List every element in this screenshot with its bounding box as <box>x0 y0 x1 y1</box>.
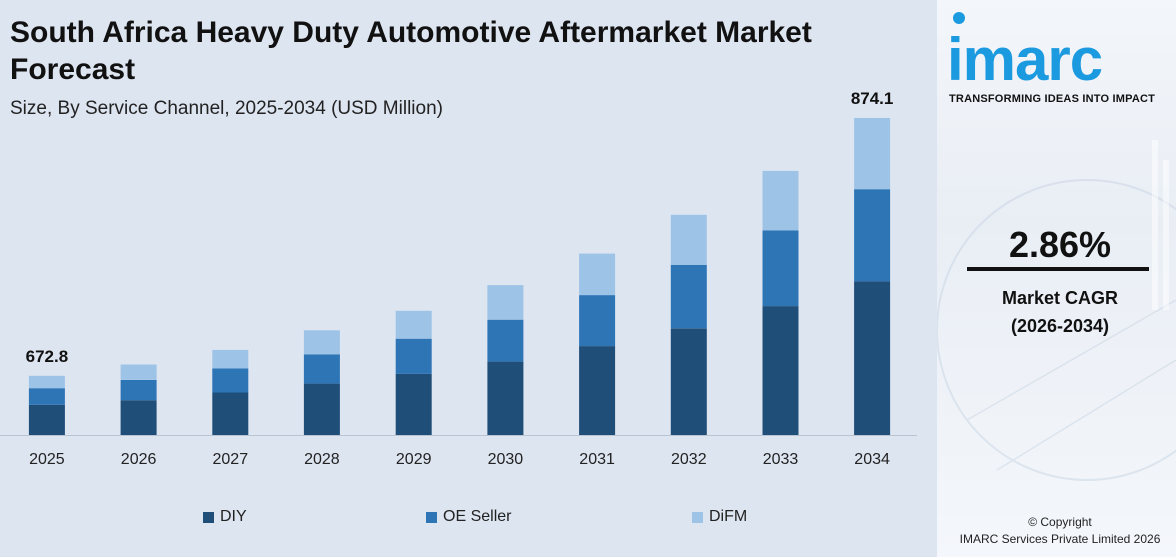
bar-2032-difm <box>670 214 707 265</box>
brand-sidebar: imarc TRANSFORMING IDEAS INTO IMPACT 2.8… <box>937 0 1176 557</box>
bar-2031-diy <box>579 346 616 435</box>
chart-panel: South Africa Heavy Duty Automotive After… <box>0 16 937 532</box>
x-tick-label: 2025 <box>29 451 65 468</box>
cagr-label-line2: (2026-2034) <box>1010 316 1110 336</box>
imarc-logo: imarc <box>947 26 1103 93</box>
copyright-line2: IMARC Services Private Limited 2026 <box>959 532 1161 546</box>
bar-2028-diy <box>303 383 340 435</box>
bar-2034-oe-seller <box>854 189 891 282</box>
bar-2027-difm <box>212 349 249 369</box>
legend-item-diy: DIY <box>203 508 247 526</box>
bar-2029-difm <box>395 310 432 339</box>
bar-2025-difm <box>28 375 65 389</box>
bar-2027-oe-seller <box>212 368 249 393</box>
bar-2034-diy <box>854 281 891 435</box>
bar-2031-oe-seller <box>579 295 616 347</box>
bar-2032-diy <box>670 328 707 435</box>
bar-2033-difm <box>762 170 799 231</box>
legend-swatch <box>203 511 214 523</box>
logo-tagline: TRANSFORMING IDEAS INTO IMPACT <box>949 93 1156 105</box>
legend-label: OE Seller <box>443 508 512 525</box>
cagr-label: Market CAGR (2026-2034) <box>937 284 1176 340</box>
x-tick-label: 2029 <box>396 451 432 468</box>
bar-2028-oe-seller <box>303 354 340 384</box>
bar-2027-diy <box>212 392 249 435</box>
legend-item-oe-seller: OE Seller <box>426 508 511 526</box>
bar-2026-diy <box>120 400 157 435</box>
stacked-bar-chart: 2025 672.8 2026 2027 2028 2029 2030 2031 2032 203… <box>0 89 917 468</box>
x-tick-label: 2028 <box>304 451 340 468</box>
bar-2029-diy <box>395 373 432 435</box>
cagr-label-line1: Market CAGR <box>1001 288 1119 308</box>
bar-2029-oe-seller <box>395 338 432 374</box>
bar-2031-difm <box>579 253 616 296</box>
legend-label: DIY <box>220 508 247 525</box>
chart-title: South Africa Heavy Duty Automotive After… <box>10 16 812 86</box>
bar-2030-difm <box>487 285 524 320</box>
chart-subtitle: Size, By Service Channel, 2025-2034 (USD… <box>10 98 443 119</box>
bar-2025-diy <box>28 404 65 435</box>
x-tick-label: 2030 <box>488 451 524 468</box>
x-tick-label: 2026 <box>121 451 157 468</box>
bar-2026-oe-seller <box>120 380 157 401</box>
cagr-divider <box>967 267 1149 271</box>
bar-2025-oe-seller <box>28 388 65 405</box>
chart-legend: DIY OE Seller DiFM <box>0 508 937 532</box>
bar-2033-diy <box>762 306 799 435</box>
x-tick-label: 2032 <box>671 451 707 468</box>
legend-swatch <box>692 511 703 523</box>
data-label-2034: 874.1 <box>851 89 894 108</box>
bar-2030-oe-seller <box>487 319 524 362</box>
bar-2033-oe-seller <box>762 230 799 307</box>
bar-2034-difm <box>854 118 891 190</box>
legend-label: DiFM <box>709 508 748 525</box>
x-tick-label: 2033 <box>763 451 799 468</box>
cagr-value: 2.86% <box>1008 224 1112 265</box>
bar-2032-oe-seller <box>670 264 707 329</box>
copyright: © Copyright IMARC Services Private Limit… <box>937 514 1176 548</box>
data-label-2025: 672.8 <box>26 347 69 366</box>
bar-2028-difm <box>303 330 340 355</box>
background-decoration <box>937 140 1176 481</box>
logo-dot <box>953 12 965 24</box>
x-tick-label: 2031 <box>579 451 615 468</box>
copyright-line1: © Copyright <box>1028 515 1092 529</box>
legend-item-difm: DiFM <box>692 508 747 526</box>
bar-2026-difm <box>120 364 157 380</box>
legend-swatch <box>426 511 437 523</box>
x-tick-label: 2027 <box>213 451 249 468</box>
x-tick-label: 2034 <box>854 451 890 468</box>
bar-2030-diy <box>487 361 524 435</box>
